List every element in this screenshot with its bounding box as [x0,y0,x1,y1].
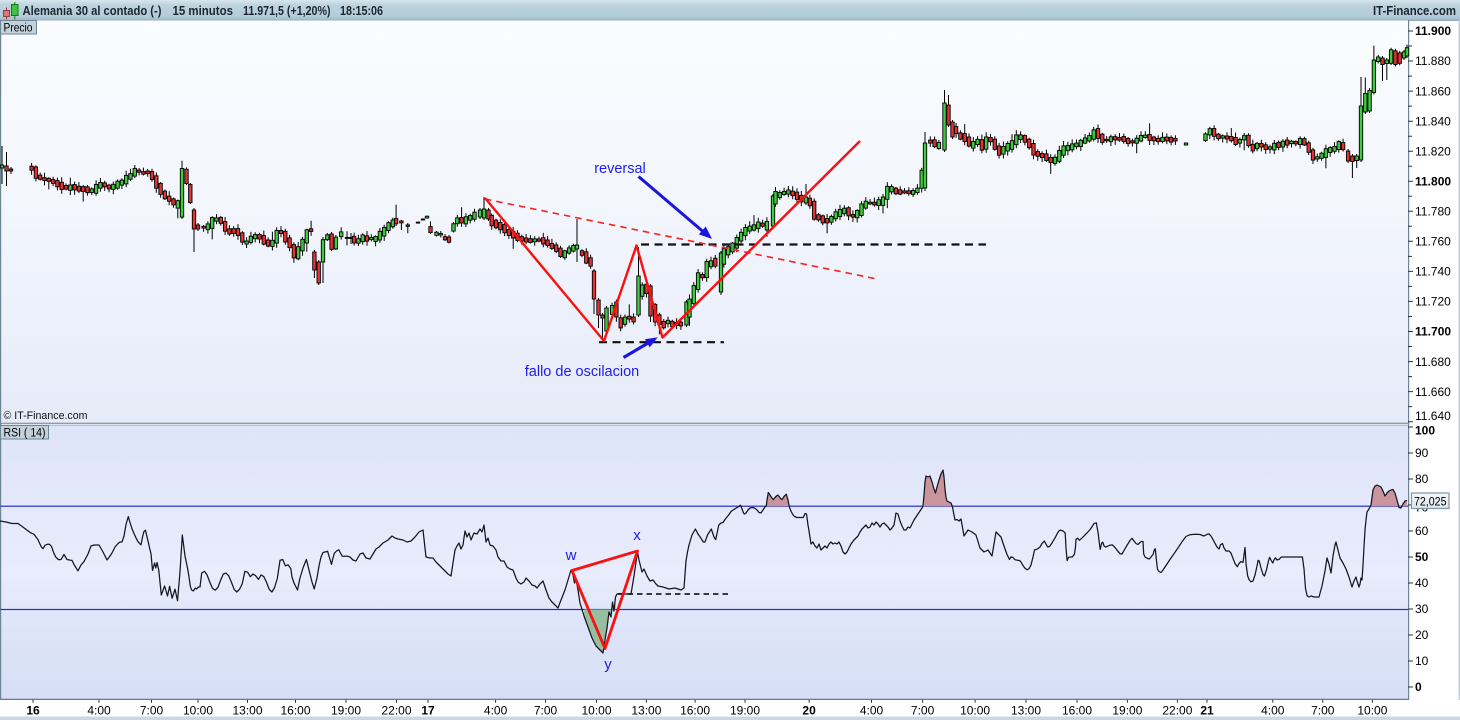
svg-text:22:00: 22:00 [1162,704,1192,718]
svg-text:Alemania 30 al contado (-): Alemania 30 al contado (-) [23,3,162,18]
svg-text:10:00: 10:00 [581,704,611,718]
svg-text:15 minutos: 15 minutos [173,3,234,18]
svg-text:19:00: 19:00 [1112,704,1142,718]
svg-text:11.971,5 (+1,20%): 11.971,5 (+1,20%) [243,3,331,18]
svg-text:10:00: 10:00 [1357,704,1387,718]
svg-text:10:00: 10:00 [960,704,990,718]
svg-text:11.720: 11.720 [1415,295,1451,309]
svg-text:21: 21 [1200,704,1214,718]
svg-text:11.740: 11.740 [1415,265,1451,279]
svg-text:y: y [604,656,612,673]
svg-text:w: w [565,547,577,564]
svg-text:10: 10 [1415,654,1429,668]
svg-text:4:00: 4:00 [860,704,884,718]
svg-text:11.800: 11.800 [1415,174,1451,188]
svg-text:16: 16 [26,704,40,718]
svg-text:RSI ( 14): RSI ( 14) [4,428,46,440]
svg-text:11.840: 11.840 [1415,114,1451,128]
svg-text:100: 100 [1415,423,1435,437]
svg-text:13:00: 13:00 [232,704,262,718]
svg-text:17: 17 [421,704,435,718]
svg-text:fallo de oscilacion: fallo de oscilacion [525,364,639,380]
svg-text:80: 80 [1415,472,1429,486]
svg-text:7:00: 7:00 [140,704,164,718]
svg-text:19:00: 19:00 [331,704,361,718]
svg-text:© IT-Finance.com: © IT-Finance.com [4,410,88,422]
svg-text:20: 20 [1415,628,1429,642]
svg-text:50: 50 [1415,550,1429,564]
svg-text:Precio: Precio [4,23,33,35]
svg-text:x: x [633,527,641,544]
svg-text:40: 40 [1415,576,1429,590]
svg-text:4:00: 4:00 [87,704,111,718]
svg-text:11.880: 11.880 [1415,54,1451,68]
svg-text:13:00: 13:00 [631,704,661,718]
svg-text:13:00: 13:00 [1011,704,1041,718]
svg-text:72,025: 72,025 [1414,494,1447,508]
svg-text:20: 20 [802,704,816,718]
svg-text:18:15:06: 18:15:06 [340,3,383,18]
svg-text:reversal: reversal [594,161,646,177]
svg-text:11.760: 11.760 [1415,235,1451,249]
svg-text:7:00: 7:00 [534,704,558,718]
svg-text:10:00: 10:00 [183,704,213,718]
svg-text:11.700: 11.700 [1415,325,1451,339]
svg-text:11.780: 11.780 [1415,205,1451,219]
svg-text:30: 30 [1415,602,1429,616]
svg-text:19:00: 19:00 [730,704,760,718]
svg-text:IT-Finance.com: IT-Finance.com [1373,3,1456,18]
svg-text:11.820: 11.820 [1415,144,1451,158]
svg-text:16:00: 16:00 [680,704,710,718]
svg-text:11.660: 11.660 [1415,385,1451,399]
svg-text:60: 60 [1415,524,1429,538]
svg-text:7:00: 7:00 [911,704,935,718]
svg-text:16:00: 16:00 [280,704,310,718]
svg-text:11.680: 11.680 [1415,355,1451,369]
svg-text:4:00: 4:00 [1261,704,1285,718]
svg-text:22:00: 22:00 [381,704,411,718]
svg-text:7:00: 7:00 [1311,704,1335,718]
svg-text:90: 90 [1415,446,1429,460]
svg-text:11.640: 11.640 [1415,409,1451,423]
svg-text:11.900: 11.900 [1415,24,1451,38]
svg-text:4:00: 4:00 [484,704,508,718]
svg-text:11.860: 11.860 [1415,84,1451,98]
svg-text:16:00: 16:00 [1062,704,1092,718]
svg-text:0: 0 [1415,680,1422,694]
